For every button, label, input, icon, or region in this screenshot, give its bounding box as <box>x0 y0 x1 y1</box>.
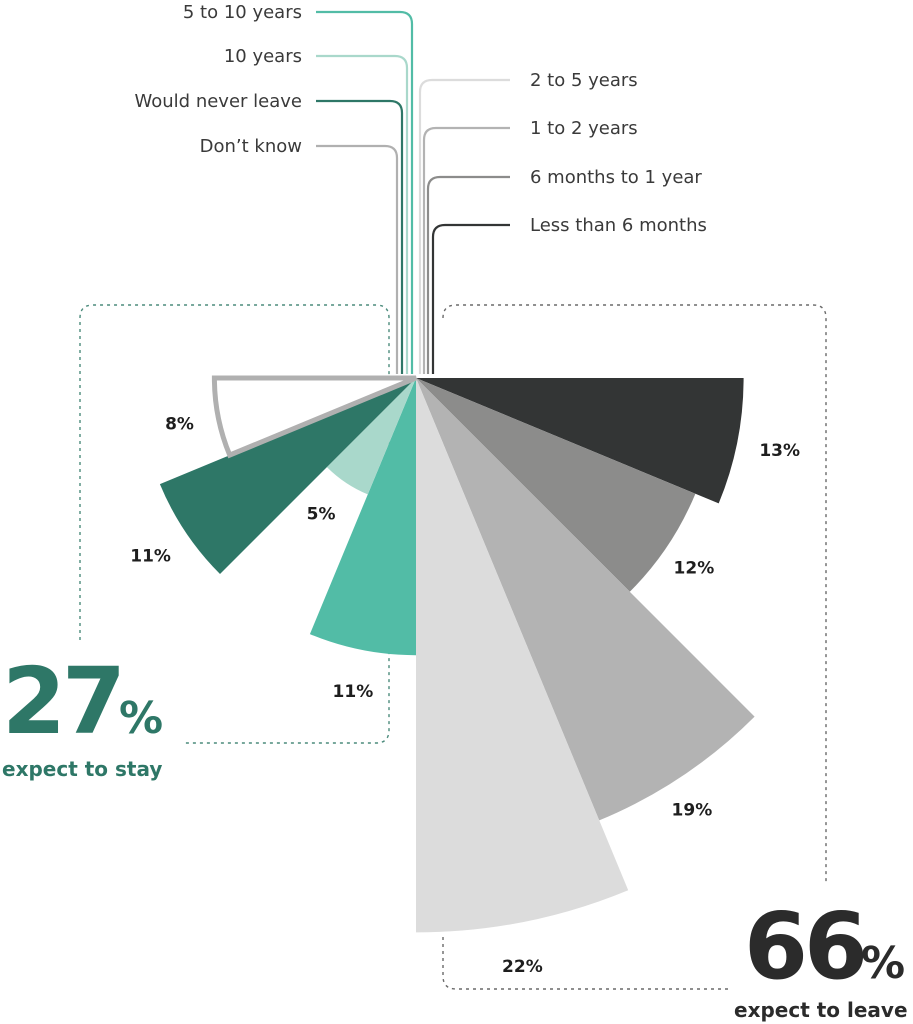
leader-2-to-5-years <box>418 78 510 374</box>
leader-don-t-know <box>316 144 399 374</box>
stay-total-caption: expect to stay <box>2 757 162 781</box>
leave-total-percent-sign: % <box>861 938 905 989</box>
stay-group-bracket <box>79 304 390 744</box>
leader-1-to-2-years <box>422 126 510 374</box>
leader-5-to-10-years <box>316 10 414 374</box>
wedge-2-to-5-years <box>416 378 629 933</box>
category-label-6-months-to-1-year: 6 months to 1 year <box>530 167 702 188</box>
value-label-10-years: 5% <box>307 505 336 525</box>
wedge-5-to-10-years <box>309 378 416 656</box>
chart-wedges <box>159 375 755 933</box>
leader-10-years <box>316 54 409 374</box>
value-label-2-to-5-years: 22% <box>502 957 543 977</box>
value-label-1-to-2-years: 19% <box>672 800 713 820</box>
leader-less-than-6-months <box>431 223 510 374</box>
value-label-would-never-leave: 11% <box>130 546 171 566</box>
summary-totals: 27% expect to stay 66% expect to leave <box>2 648 908 1022</box>
leave-total-number: 66 <box>744 893 864 1000</box>
wedge-1-to-2-years <box>416 378 755 821</box>
stay-total-number: 27 <box>2 648 122 755</box>
leader-lines <box>316 10 510 374</box>
value-label-less-than-6-months: 13% <box>759 441 800 461</box>
category-label-10-years: 10 years <box>224 46 302 67</box>
category-label-don-t-know: Don’t know <box>200 136 302 157</box>
category-labels: 2 to 5 years 1 to 2 years 6 months to 1 ye… <box>135 2 707 236</box>
leave-group-bracket <box>442 304 827 990</box>
category-label-would-never-leave: Would never leave <box>135 91 302 112</box>
wedge-10-years <box>326 378 416 495</box>
leave-total-caption: expect to leave <box>734 998 908 1022</box>
leader-6-months-to-1-year <box>426 175 510 374</box>
wedge-would-never-leave <box>159 378 416 574</box>
value-label-don-t-know: 8% <box>165 415 194 435</box>
wedge-don-t-know <box>211 375 417 459</box>
category-label-1-to-2-years: 1 to 2 years <box>530 118 638 139</box>
value-label-5-to-10-years: 11% <box>333 682 374 702</box>
wedge-6-months-to-1-year <box>416 378 696 592</box>
value-labels: 13% 12% 19% 22% 11% 5% 11% 8% <box>130 415 800 977</box>
group-brackets <box>79 304 827 990</box>
category-label-2-to-5-years: 2 to 5 years <box>530 70 638 91</box>
stay-total-percent-sign: % <box>119 693 163 744</box>
wedge-less-than-6-months <box>416 378 744 504</box>
leader-would-never-leave <box>316 99 404 374</box>
value-label-6-months-to-1-year: 12% <box>674 559 715 579</box>
category-label-less-than-6-months: Less than 6 months <box>530 215 707 236</box>
category-label-5-to-10-years: 5 to 10 years <box>183 2 302 23</box>
